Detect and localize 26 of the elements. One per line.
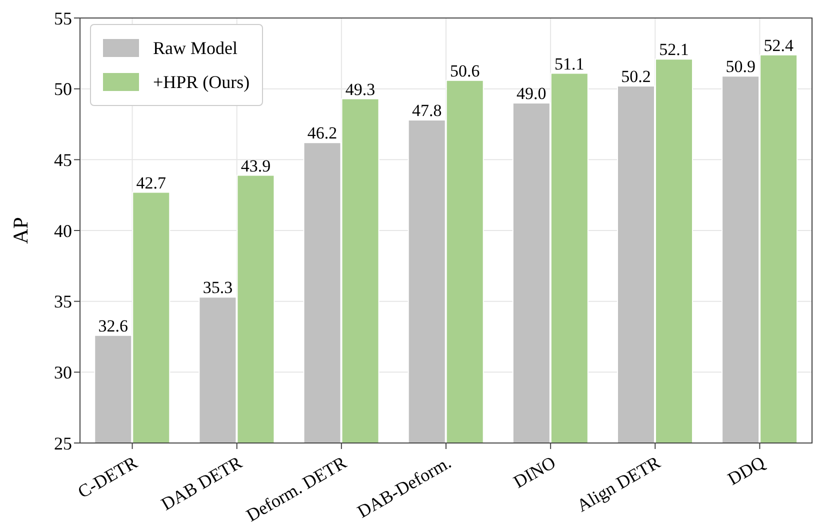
data-label: 50.6 — [450, 61, 480, 80]
y-tick-label: 50 — [54, 79, 72, 100]
y-tick-label: 55 — [54, 8, 72, 28]
data-label: 43.9 — [240, 156, 271, 176]
y-tick-label: 40 — [54, 220, 72, 241]
data-label: 49.3 — [345, 80, 376, 99]
data-label: 52.4 — [764, 36, 794, 55]
legend-label: Raw Model — [153, 38, 238, 58]
data-label: 42.7 — [136, 173, 167, 192]
data-label: 35.3 — [202, 278, 233, 298]
x-tick-label: DDQ — [724, 452, 768, 490]
data-label: 50.9 — [726, 57, 756, 76]
data-label: 52.1 — [659, 40, 689, 60]
data-label: 32.6 — [98, 316, 128, 336]
y-axis-title: AP — [8, 217, 32, 244]
x-tick-label: DINO — [510, 452, 559, 492]
data-label: 46.2 — [307, 124, 338, 143]
y-tick-label: 45 — [54, 150, 72, 170]
y-tick-label: 30 — [54, 362, 72, 383]
y-tick-label: 35 — [54, 292, 72, 312]
data-label: 50.2 — [621, 67, 651, 86]
data-label: 51.1 — [554, 54, 584, 74]
data-label: 49.0 — [516, 84, 546, 103]
data-label: 47.8 — [412, 101, 442, 120]
y-tick-label: 25 — [54, 433, 72, 454]
legend-label: +HPR (Ours) — [153, 72, 250, 92]
